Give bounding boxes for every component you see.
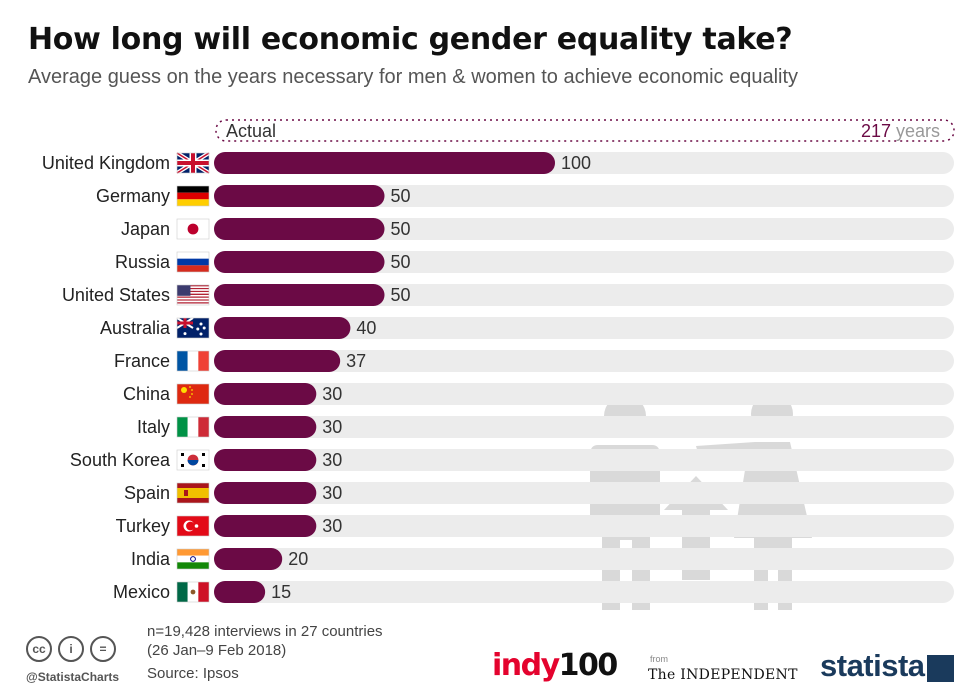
flag-cn-icon — [176, 383, 210, 405]
indy100-logo-text: indy — [492, 648, 560, 683]
bar-value-label: 40 — [356, 318, 376, 338]
bar-track — [214, 515, 954, 537]
flag-es-icon — [176, 482, 210, 504]
statista-logo-icon — [927, 655, 954, 682]
flag-mx-icon — [176, 581, 210, 603]
bar-chart: Actual 217 years 100 United Kingdom 50 Germa… — [42, 119, 955, 610]
bar-track — [214, 218, 954, 240]
bar-value-label: 30 — [322, 384, 342, 404]
category-label: Australia — [100, 318, 171, 338]
bar — [214, 350, 341, 372]
bar-value-label: 50 — [391, 186, 411, 206]
bar-value-label: 20 — [288, 549, 308, 569]
bar — [214, 449, 317, 471]
bar-value-label: 50 — [391, 252, 411, 272]
chart-subtitle: Average guess on the years necessary for… — [28, 66, 799, 88]
bar — [214, 383, 317, 405]
bar-track — [214, 251, 954, 273]
statista-logo[interactable]: statista — [820, 648, 925, 683]
bar-value-label: 30 — [322, 516, 342, 536]
license-icons: cc i = — [26, 636, 116, 662]
from-label: from — [650, 654, 668, 664]
bar-track — [214, 317, 954, 339]
bar — [214, 317, 351, 339]
actual-outline — [215, 119, 955, 142]
bar — [214, 548, 283, 570]
flag-de-icon — [176, 185, 210, 207]
category-label: United States — [62, 285, 170, 305]
bar-track — [214, 581, 954, 603]
category-label: Japan — [121, 219, 170, 239]
bar-value-label: 100 — [561, 153, 591, 173]
flag-au-icon — [176, 317, 210, 339]
category-label: India — [131, 549, 171, 569]
actual-value: 217 — [861, 121, 896, 141]
actual-value-label: 217 years — [861, 121, 940, 141]
no-derivatives-icon: = — [90, 636, 116, 662]
bar-value-label: 50 — [391, 285, 411, 305]
flag-jp-icon — [176, 218, 210, 240]
bar-track — [214, 350, 954, 372]
bar-value-label: 37 — [346, 351, 366, 371]
category-label: Russia — [115, 252, 171, 272]
independent-logo[interactable]: The INDEPENDENT — [648, 667, 798, 683]
chart-title: How long will economic gender equality t… — [28, 22, 793, 57]
bar-track — [214, 482, 954, 504]
flag-in-icon — [176, 548, 210, 570]
bar-track — [214, 449, 954, 471]
bar-value-label: 30 — [322, 417, 342, 437]
flag-us-icon — [176, 284, 210, 306]
bar — [214, 416, 317, 438]
category-label: China — [123, 384, 171, 404]
actual-row: Actual 217 years — [215, 119, 955, 142]
category-label: Spain — [124, 483, 170, 503]
bar — [214, 251, 385, 273]
bar-track — [214, 284, 954, 306]
flag-fr-icon — [176, 350, 210, 372]
bar-track — [214, 416, 954, 438]
bar — [214, 284, 385, 306]
bar — [214, 185, 385, 207]
category-label: Italy — [137, 417, 170, 437]
attribution-icon: i — [58, 636, 84, 662]
note-line-2: (26 Jan–9 Feb 2018) — [147, 642, 287, 659]
bar — [214, 581, 266, 603]
flag-it-icon — [176, 416, 210, 438]
bar-value-label: 50 — [391, 219, 411, 239]
bar — [214, 152, 556, 174]
cc-icon: cc — [26, 636, 52, 662]
statista-handle[interactable]: @StatistaCharts — [26, 670, 120, 684]
category-label: Mexico — [113, 582, 170, 602]
bar-value-label: 30 — [322, 483, 342, 503]
indy100-logo[interactable]: indy100 — [492, 648, 619, 683]
flag-ru-icon — [176, 251, 210, 273]
bar-track — [214, 185, 954, 207]
bar — [214, 482, 317, 504]
bar-value-label: 15 — [271, 582, 291, 602]
footer-note: n=19,428 interviews in 27 countries (26 … — [147, 622, 383, 660]
flag-kr-icon — [176, 449, 210, 471]
actual-unit: years — [896, 121, 940, 141]
bar-value-label: 30 — [322, 450, 342, 470]
category-label: France — [114, 351, 170, 371]
category-label: United Kingdom — [42, 153, 170, 173]
bar-track — [214, 548, 954, 570]
category-label: Turkey — [116, 516, 170, 536]
bar-track — [214, 383, 954, 405]
category-label: South Korea — [70, 450, 171, 470]
source-text: Source: Ipsos — [147, 665, 239, 682]
bar — [214, 218, 385, 240]
bar — [214, 515, 317, 537]
actual-label: Actual — [226, 121, 276, 141]
category-label: Germany — [96, 186, 170, 206]
bars-group: 100 United Kingdom 50 Germany 50 Japan 50 Russi… — [42, 151, 954, 603]
note-line-1: n=19,428 interviews in 27 countries — [147, 623, 383, 640]
flag-tr-icon — [176, 515, 210, 537]
indy100-logo-num: 100 — [558, 648, 619, 683]
flag-uk-icon — [175, 151, 211, 175]
